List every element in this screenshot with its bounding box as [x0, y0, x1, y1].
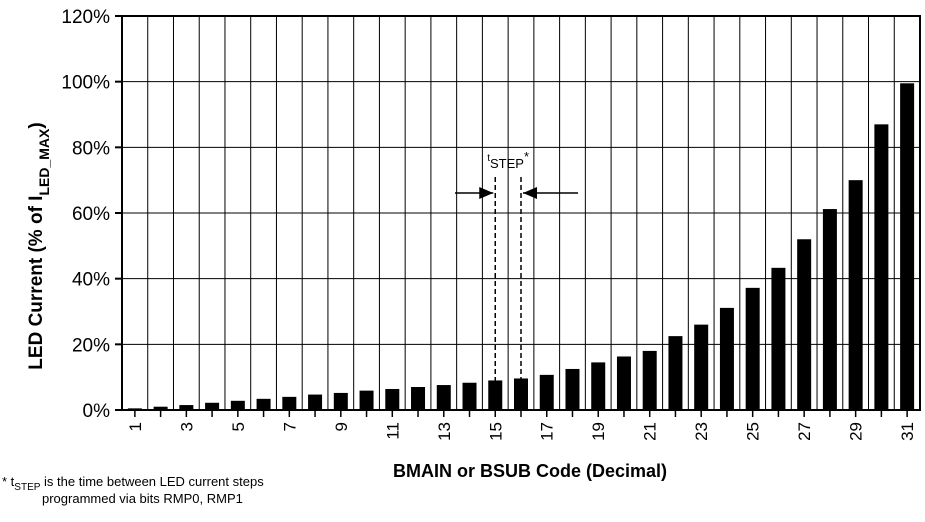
x-tick-label: 13: [435, 422, 454, 441]
bar: [874, 124, 889, 410]
bar: [359, 390, 374, 410]
bar: [282, 396, 297, 410]
y-tick-label: 100%: [61, 73, 110, 94]
tstep-label-t: t: [487, 153, 490, 164]
bars: [127, 83, 915, 410]
bar: [308, 394, 323, 410]
y-axis-label-sub: LED_MAX: [36, 128, 52, 196]
x-tick-label: 31: [898, 422, 917, 441]
y-axis-label: LED Current (% of ILED_MAX): [26, 122, 52, 369]
x-tick-label: 29: [847, 422, 866, 441]
x-tick-label: 17: [538, 422, 557, 441]
bar: [514, 378, 528, 410]
bar: [616, 356, 631, 410]
bar: [771, 267, 786, 410]
y-axis-label-main: LED Current (% of I: [26, 196, 47, 370]
grid: [122, 16, 920, 410]
bar: [385, 388, 400, 410]
bar: [462, 382, 477, 410]
x-axis-ticks: 1 3 5 7 9 11 13 15 17 19 21 23 25 27 29 31: [126, 410, 917, 441]
x-tick-label: 9: [332, 422, 351, 431]
bar: [719, 307, 734, 410]
y-tick-label: 20%: [72, 335, 110, 356]
bar: [488, 380, 503, 410]
bar: [900, 83, 915, 410]
bar: [539, 374, 554, 410]
tstep-label: tSTEP*: [487, 149, 529, 171]
y-tick-label: 60%: [72, 204, 110, 225]
y-axis-ticks: 0% 20% 40% 60% 80% 100% 120%: [61, 7, 122, 422]
bar: [205, 402, 220, 410]
bar: [153, 406, 168, 410]
bar: [333, 392, 348, 410]
x-tick-label: 25: [744, 422, 763, 441]
tstep-label-sub: STEP: [490, 156, 524, 171]
bar: [565, 368, 580, 410]
bar: [668, 336, 683, 410]
footnote-line-1: * tSTEP is the time between LED current …: [2, 474, 264, 493]
x-tick-label: 3: [177, 422, 196, 431]
x-tick-label: 11: [383, 422, 402, 440]
x-tick-label: 27: [795, 422, 814, 441]
x-axis-label: BMAIN or BSUB Code (Decimal): [393, 461, 667, 481]
x-tick-label: 19: [589, 422, 608, 441]
bar: [436, 385, 451, 410]
footnote-line-2: programmed via bits RMP0, RMP1: [42, 491, 243, 506]
footnote-prefix: * t: [2, 474, 15, 489]
y-tick-label: 0%: [83, 401, 111, 422]
bar: [256, 398, 271, 410]
x-tick-label: 23: [692, 422, 711, 441]
x-tick-label: 15: [486, 422, 505, 441]
y-tick-label: 40%: [72, 270, 110, 291]
x-tick-label: 7: [280, 422, 299, 431]
bar: [797, 239, 812, 410]
footnote-line1-rest: is the time between LED current steps: [40, 474, 264, 489]
bar: [745, 287, 760, 410]
bar: [230, 400, 245, 410]
bar: [848, 180, 863, 410]
tstep-arrowhead-left: [479, 187, 494, 199]
bar: [411, 387, 426, 410]
bar: [822, 209, 837, 410]
bar: [179, 405, 194, 410]
y-axis-label-end: ): [26, 122, 47, 128]
bar: [591, 362, 606, 410]
x-tick-label: 21: [641, 422, 660, 441]
tstep-label-star: *: [524, 149, 529, 164]
y-tick-label: 80%: [72, 138, 110, 159]
tstep-arrowhead-right: [523, 187, 537, 199]
bar: [694, 324, 709, 410]
tstep-annotation: tSTEP*: [455, 149, 578, 381]
x-tick-label: 1: [126, 422, 145, 431]
bar: [642, 350, 657, 410]
footnote-sub: STEP: [14, 482, 40, 493]
y-tick-label: 120%: [61, 7, 110, 28]
x-tick-label: 5: [229, 422, 248, 431]
